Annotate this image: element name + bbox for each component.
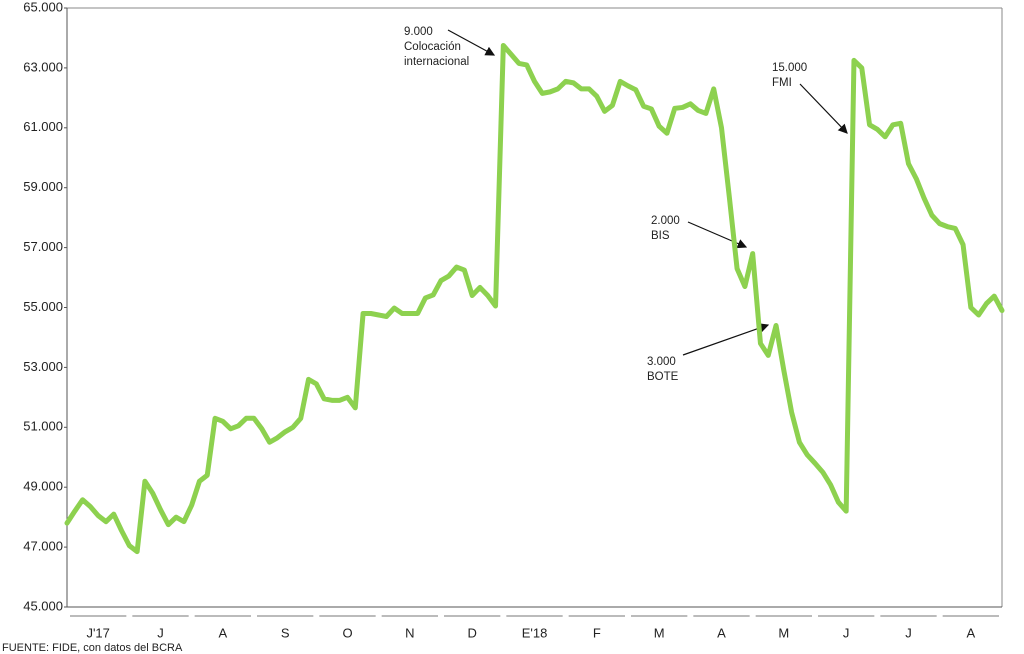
arrow bbox=[447, 29, 496, 56]
x-tick-label: J'17 bbox=[86, 625, 109, 640]
x-tick-label: F bbox=[593, 625, 601, 640]
y-tick-label: 45.000 bbox=[23, 598, 63, 613]
y-tick-label: 53.000 bbox=[23, 359, 63, 374]
annotation: BIS bbox=[651, 230, 670, 242]
x-tick-label: J bbox=[905, 625, 912, 640]
x-tick-label: D bbox=[467, 625, 476, 640]
annotation: 9.000 bbox=[404, 26, 433, 38]
annotation: internacional bbox=[404, 56, 469, 68]
x-tick-label: A bbox=[966, 625, 975, 640]
x-tick-label: N bbox=[405, 625, 414, 640]
x-tick-label: S bbox=[281, 625, 290, 640]
y-tick-label: 55.000 bbox=[23, 299, 63, 314]
x-tick-label: A bbox=[717, 625, 726, 640]
annotation: Colocación bbox=[404, 41, 461, 53]
annotation: BOTE bbox=[647, 371, 679, 383]
annotation: 3.000 bbox=[647, 356, 676, 368]
x-tick-label: E'18 bbox=[522, 625, 548, 640]
arrow bbox=[799, 83, 848, 134]
annotation: 15.000 bbox=[772, 62, 807, 74]
x-tick-label: J bbox=[157, 625, 164, 640]
y-tick-label: 65.000 bbox=[23, 0, 63, 14]
x-tick-label: J bbox=[843, 625, 850, 640]
annotation: FMI bbox=[772, 77, 792, 89]
y-tick-label: 61.000 bbox=[23, 119, 63, 134]
arrow bbox=[687, 221, 748, 249]
y-tick-label: 63.000 bbox=[23, 59, 63, 74]
y-tick-label: 51.000 bbox=[23, 419, 63, 434]
x-tick-label: O bbox=[342, 625, 352, 640]
x-tick-label: A bbox=[218, 625, 227, 640]
y-tick-label: 49.000 bbox=[23, 479, 63, 494]
y-tick-label: 47.000 bbox=[23, 539, 63, 554]
data-line bbox=[64, 42, 1005, 555]
x-tick-label: M bbox=[654, 625, 665, 640]
y-tick-label: 59.000 bbox=[23, 179, 63, 194]
x-tick-label: M bbox=[778, 625, 789, 640]
source-note: FUENTE: FIDE, con datos del BCRA bbox=[2, 642, 183, 654]
arrow bbox=[682, 323, 770, 356]
y-tick-label: 57.000 bbox=[23, 239, 63, 254]
annotation: 2.000 bbox=[651, 215, 680, 227]
